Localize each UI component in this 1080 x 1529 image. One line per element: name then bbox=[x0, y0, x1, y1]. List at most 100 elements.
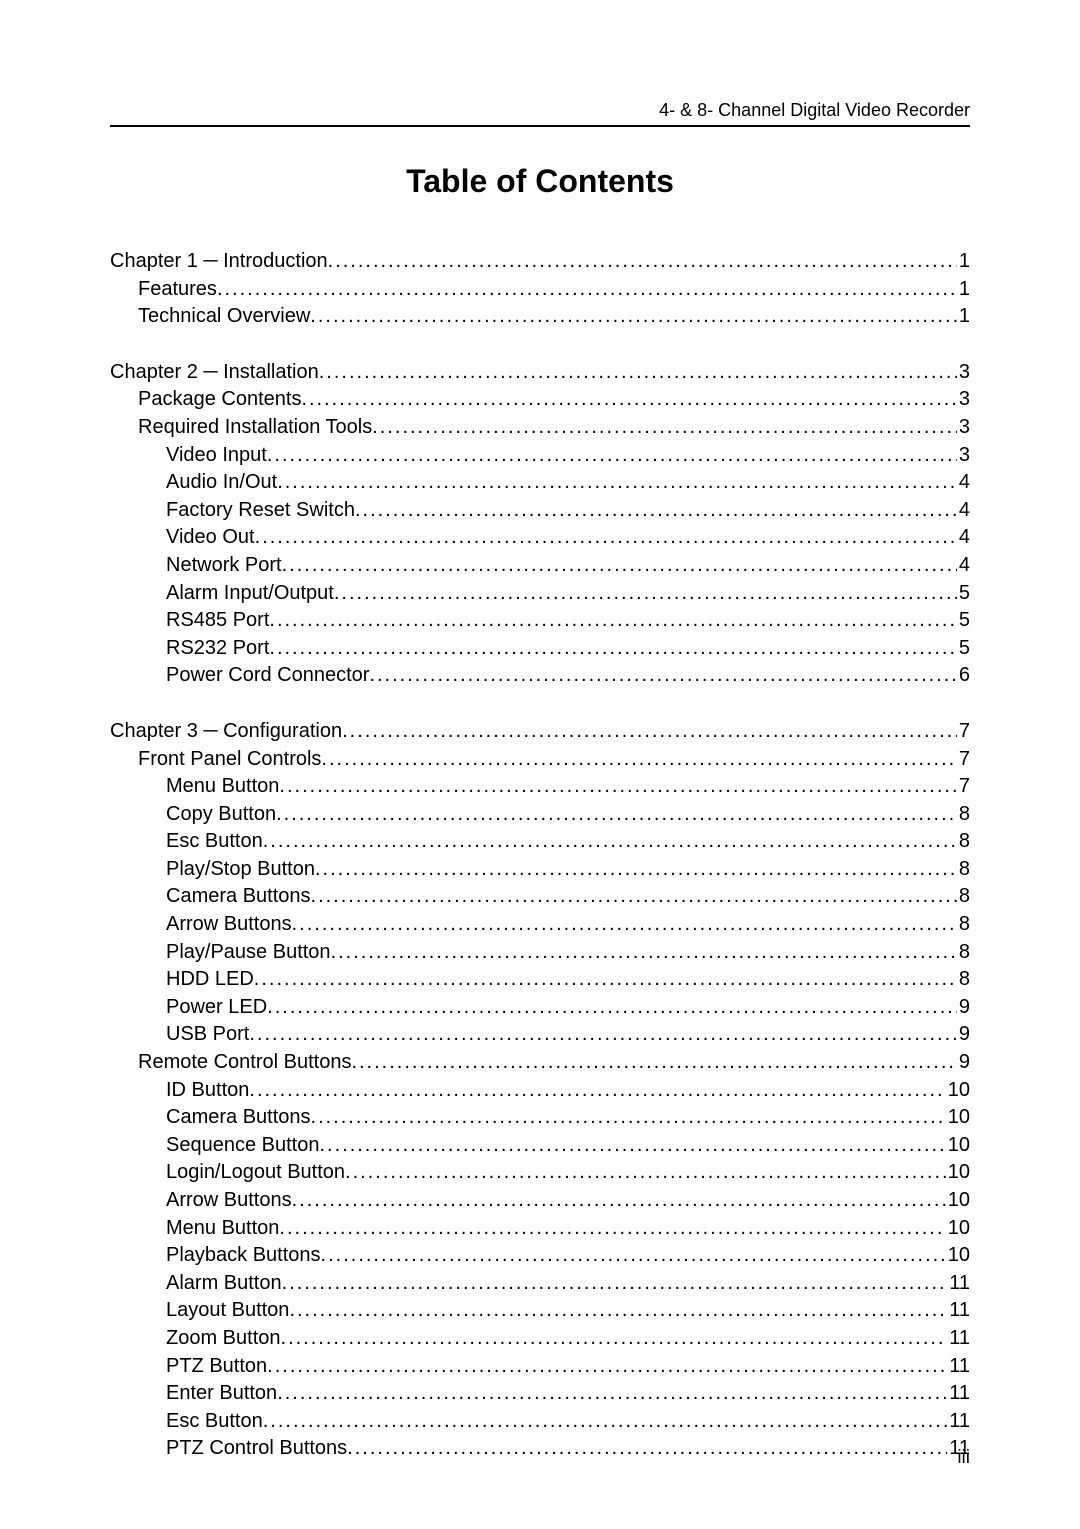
toc-dots bbox=[355, 497, 957, 525]
toc-entry-label: Power Cord Connector bbox=[166, 662, 369, 690]
toc-entry-page: 6 bbox=[957, 662, 970, 690]
toc-entry: Power Cord Connector 6 bbox=[110, 662, 970, 690]
toc-entry-label: Arrow Buttons bbox=[166, 1187, 292, 1215]
toc-entry-label: Copy Button bbox=[166, 801, 276, 829]
toc-entry-page: 8 bbox=[957, 856, 970, 884]
toc-dots bbox=[255, 524, 957, 552]
toc-entry-label: Video Input bbox=[166, 442, 267, 470]
toc-entry: Power LED9 bbox=[110, 994, 970, 1022]
toc-entry-page: 10 bbox=[946, 1242, 970, 1270]
toc-entry-label: Required Installation Tools bbox=[138, 414, 372, 442]
toc-dots bbox=[277, 1380, 947, 1408]
toc-dots bbox=[254, 966, 957, 994]
toc-entry-label: Audio In/Out bbox=[166, 469, 277, 497]
toc-entry: Enter Button11 bbox=[110, 1380, 970, 1408]
toc-entry: PTZ Control Buttons11 bbox=[110, 1435, 970, 1463]
toc-entry: PTZ Button11 bbox=[110, 1353, 970, 1381]
toc-entry: Play/Pause Button 8 bbox=[110, 939, 970, 967]
toc-entry: Audio In/Out4 bbox=[110, 469, 970, 497]
toc-entry-page: 9 bbox=[957, 1021, 970, 1049]
toc-entry-label: Factory Reset Switch bbox=[166, 497, 355, 525]
toc-entry: Video Input 3 bbox=[110, 442, 970, 470]
toc-entry: Menu Button7 bbox=[110, 773, 970, 801]
toc-entry-label: Menu Button bbox=[166, 773, 279, 801]
toc-entry: Playback Buttons 10 bbox=[110, 1242, 970, 1270]
toc-dots bbox=[276, 801, 957, 829]
toc-dots bbox=[328, 248, 957, 276]
toc-dots bbox=[269, 635, 956, 663]
toc-entry-page: 7 bbox=[957, 746, 970, 774]
toc-entry: USB Port 9 bbox=[110, 1021, 970, 1049]
toc-dots bbox=[342, 718, 957, 746]
toc-dots bbox=[289, 1297, 947, 1325]
toc-entry-page: 11 bbox=[947, 1270, 970, 1298]
toc-dots bbox=[277, 469, 957, 497]
toc-entry: RS232 Port 5 bbox=[110, 635, 970, 663]
toc-dots bbox=[319, 359, 957, 387]
toc-entry-page: 11 bbox=[947, 1353, 970, 1381]
toc-dots bbox=[267, 442, 957, 470]
toc-entry-page: 5 bbox=[957, 635, 970, 663]
toc-dots bbox=[311, 883, 957, 911]
toc-entry-page: 7 bbox=[957, 718, 970, 746]
toc-dots bbox=[267, 1353, 947, 1381]
toc-entry-label: RS232 Port bbox=[166, 635, 269, 663]
toc-entry: Layout Button 11 bbox=[110, 1297, 970, 1325]
toc-entry: Esc Button8 bbox=[110, 828, 970, 856]
toc-entry-page: 5 bbox=[957, 607, 970, 635]
toc-entry-page: 4 bbox=[957, 524, 970, 552]
toc-entry-label: HDD LED bbox=[166, 966, 254, 994]
toc-entry: Front Panel Controls7 bbox=[110, 746, 970, 774]
toc-dots bbox=[311, 1104, 946, 1132]
toc-entry: Network Port4 bbox=[110, 552, 970, 580]
toc-entry-label: Enter Button bbox=[166, 1380, 277, 1408]
toc-entry: Features1 bbox=[110, 276, 970, 304]
toc-entry-label: Layout Button bbox=[166, 1297, 289, 1325]
toc-dots bbox=[321, 1242, 946, 1270]
toc-entry-page: 8 bbox=[957, 939, 970, 967]
toc-entry-page: 3 bbox=[957, 386, 970, 414]
toc-entry: Required Installation Tools3 bbox=[110, 414, 970, 442]
toc-entry-label: RS485 Port bbox=[166, 607, 269, 635]
toc-entry-page: 10 bbox=[946, 1215, 970, 1243]
toc-entry-label: Chapter 1 ─ Introduction bbox=[110, 248, 328, 276]
toc-entry: RS485 Port 5 bbox=[110, 607, 970, 635]
toc-entry: Copy Button8 bbox=[110, 801, 970, 829]
toc-dots bbox=[249, 1021, 957, 1049]
toc-entry-label: Playback Buttons bbox=[166, 1242, 321, 1270]
toc-dots bbox=[321, 746, 956, 774]
toc-entry-label: Features bbox=[138, 276, 217, 304]
toc-dots bbox=[292, 911, 957, 939]
toc-entry-label: Network Port bbox=[166, 552, 282, 580]
toc-entry-page: 1 bbox=[957, 248, 970, 276]
section-gap bbox=[110, 331, 970, 359]
toc-entry-label: Play/Pause Button bbox=[166, 939, 331, 967]
toc-dots bbox=[267, 994, 957, 1022]
toc-entry-label: Remote Control Buttons bbox=[138, 1049, 351, 1077]
toc-entry: Chapter 1 ─ Introduction 1 bbox=[110, 248, 970, 276]
toc-entry-label: Menu Button bbox=[166, 1215, 279, 1243]
toc-entry-page: 10 bbox=[946, 1132, 970, 1160]
toc-entry: Alarm Input/Output5 bbox=[110, 580, 970, 608]
toc-entry-label: Package Contents bbox=[138, 386, 301, 414]
toc-entry-page: 3 bbox=[957, 442, 970, 470]
toc-entry: Camera Buttons8 bbox=[110, 883, 970, 911]
toc-dots bbox=[249, 1077, 945, 1105]
toc-dots bbox=[263, 1408, 948, 1436]
toc-entry-page: 4 bbox=[957, 497, 970, 525]
toc-entry: Video Out4 bbox=[110, 524, 970, 552]
toc-entry-page: 3 bbox=[957, 359, 970, 387]
toc-entry-label: USB Port bbox=[166, 1021, 249, 1049]
toc-entry-page: 8 bbox=[957, 966, 970, 994]
toc-entry: Technical Overview1 bbox=[110, 303, 970, 331]
toc-entry: Esc Button11 bbox=[110, 1408, 970, 1436]
toc-dots bbox=[281, 1325, 948, 1353]
toc-dots bbox=[369, 662, 956, 690]
toc-entry-label: ID Button bbox=[166, 1077, 249, 1105]
toc-entry-page: 1 bbox=[957, 303, 970, 331]
toc-entry: Menu Button 10 bbox=[110, 1215, 970, 1243]
toc-entry-page: 11 bbox=[947, 1297, 970, 1325]
toc-entry: Package Contents 3 bbox=[110, 386, 970, 414]
toc-dots bbox=[282, 1270, 948, 1298]
toc-entry-label: Login/Logout Button bbox=[166, 1159, 345, 1187]
